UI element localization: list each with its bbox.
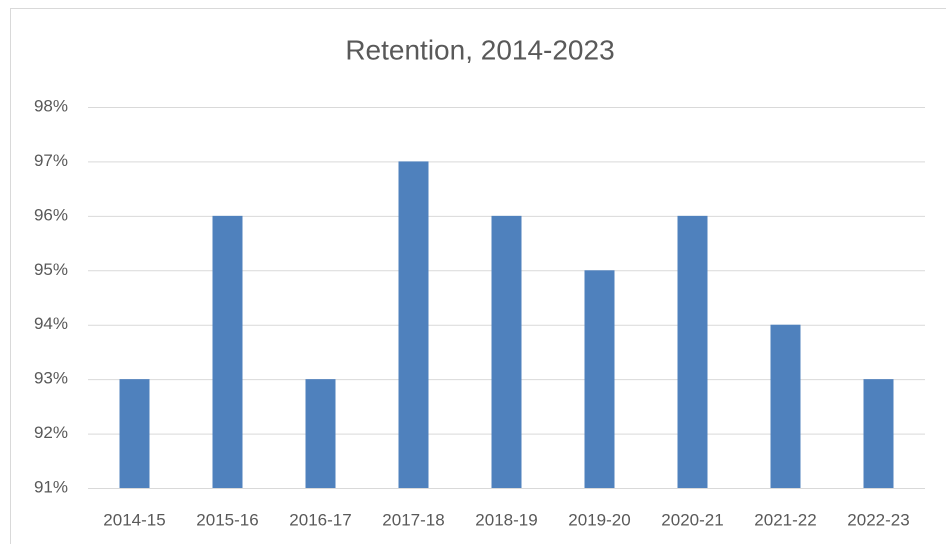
y-tick-label: 91% xyxy=(34,477,68,496)
bar xyxy=(305,379,336,488)
bar xyxy=(770,324,801,488)
y-tick-label: 95% xyxy=(34,260,68,279)
x-tick-label: 2020-21 xyxy=(661,510,723,529)
x-tick-label: 2022-23 xyxy=(847,510,909,529)
bar xyxy=(863,379,894,488)
bar xyxy=(119,379,150,488)
x-tick-label: 2014-15 xyxy=(103,510,165,529)
x-tick-label: 2021-22 xyxy=(754,510,816,529)
x-tick-label: 2016-17 xyxy=(289,510,351,529)
y-tick-label: 96% xyxy=(34,205,68,224)
bar xyxy=(491,215,522,488)
chart-frame xyxy=(10,8,946,544)
y-tick-label: 92% xyxy=(34,423,68,442)
x-tick-label: 2015-16 xyxy=(196,510,258,529)
y-tick-label: 94% xyxy=(34,314,68,333)
y-tick-label: 93% xyxy=(34,369,68,388)
chart-title: Retention, 2014-2023 xyxy=(345,34,614,65)
y-tick-label: 97% xyxy=(34,151,68,170)
x-tick-label: 2018-19 xyxy=(475,510,537,529)
x-tick-label: 2017-18 xyxy=(382,510,444,529)
bar xyxy=(398,161,429,488)
y-tick-label: 98% xyxy=(34,96,68,115)
bar xyxy=(212,215,243,488)
x-tick-label: 2019-20 xyxy=(568,510,630,529)
bar xyxy=(677,215,708,488)
bar xyxy=(584,270,615,488)
